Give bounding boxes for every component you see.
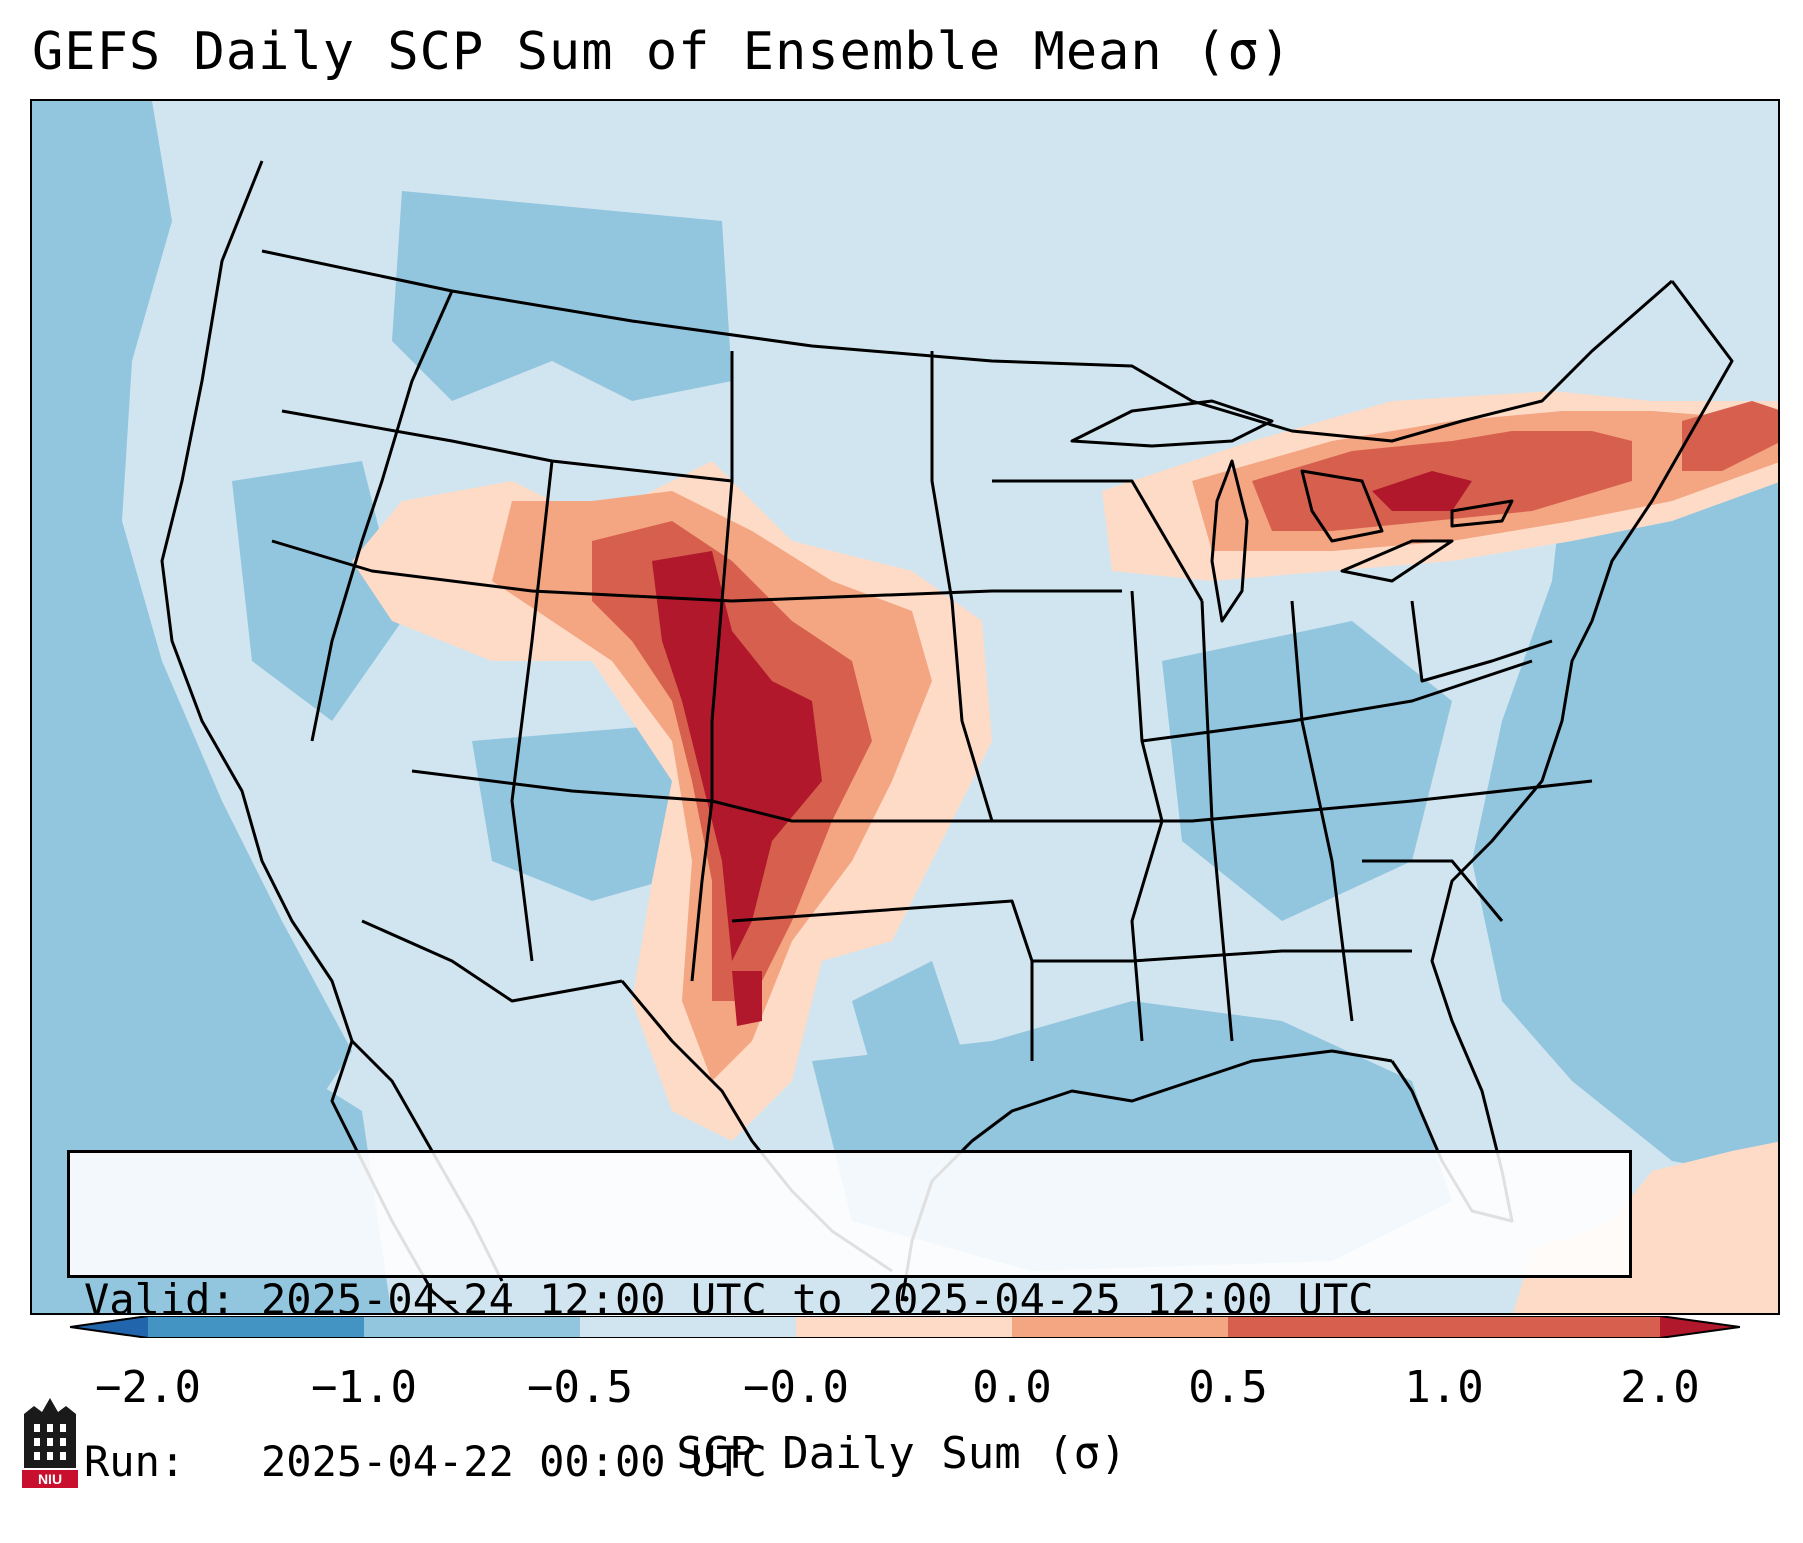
state-line-4 (310, 290, 454, 742)
state-line-5 (271, 539, 733, 603)
interior-blue-1 (392, 191, 732, 401)
map-panel (30, 99, 1780, 1315)
state-line-14 (1362, 859, 1504, 922)
colorbar-tick-label: 2.0 (1620, 1362, 1700, 1413)
lake-erie (1340, 539, 1454, 583)
colorbar-tick-label: −2.0 (95, 1362, 201, 1413)
colorbar-tick-label: 0.5 (1188, 1362, 1268, 1413)
colorbar-segment (1444, 1316, 1660, 1338)
state-line-10 (731, 899, 1034, 1061)
state-line-17 (992, 479, 1204, 602)
colorbar-label: SCP Daily Sum (σ) (676, 1428, 1127, 1479)
interior-blue-3 (1162, 621, 1452, 921)
state-line-11 (1130, 590, 1164, 1042)
chart-title: GEFS Daily SCP Sum of Ensemble Mean (σ) (32, 22, 1292, 82)
pacific-shading (32, 101, 352, 1181)
state-line-8 (731, 589, 1122, 603)
interior-blue-4 (232, 461, 402, 721)
colorbar (70, 1316, 1740, 1338)
colorbar-extend-low (70, 1316, 148, 1338)
colorbar-tick-label: 1.0 (1404, 1362, 1484, 1413)
state-line-12 (1200, 600, 1234, 1042)
state-line-9 (992, 779, 1593, 823)
state-line-1 (281, 409, 733, 483)
colorbar-extend-high (1660, 1316, 1740, 1338)
state-line-2 (690, 351, 734, 982)
valid-run-info-box: Valid: 2025-04-24 12:00 UTC to 2025-04-2… (67, 1150, 1632, 1486)
colorbar-segment (796, 1316, 1012, 1338)
state-line-16 (1410, 600, 1553, 683)
atlantic-shading (1472, 401, 1778, 1181)
colorbar-segment (1012, 1316, 1228, 1338)
run-time-line: Run: 2025-04-22 00:00 UTC (84, 1437, 767, 1486)
state-line-3 (930, 351, 994, 822)
state-line-7 (510, 460, 554, 962)
colorbar-tick-label: −0.0 (743, 1362, 849, 1413)
state-line-15 (1141, 659, 1533, 743)
northeast-anomaly (1102, 391, 1778, 581)
state-line-18 (1032, 949, 1412, 963)
colorbar-segment (364, 1316, 580, 1338)
colorbar-segment (148, 1316, 364, 1338)
canada-border (261, 249, 1673, 443)
state-line-13 (1290, 600, 1354, 1022)
lake-huron (1300, 469, 1384, 543)
colorbar-tick-label: 0.0 (972, 1362, 1052, 1413)
state-line-6 (411, 769, 992, 823)
colorbar-tick-label: −1.0 (311, 1362, 417, 1413)
lake-superior (1070, 399, 1274, 448)
colorbar-segment (580, 1316, 796, 1338)
scp-map (32, 101, 1778, 1313)
niu-logo: NIU (22, 1398, 78, 1488)
niu-logo-text: NIU (38, 1471, 62, 1487)
mexico-border (361, 919, 623, 1003)
colorbar-tick-label: −0.5 (527, 1362, 633, 1413)
interior-blue-5 (852, 961, 972, 1141)
colorbar-segment (1228, 1316, 1444, 1338)
lake-ontario (1450, 499, 1514, 528)
lake-michigan (1210, 459, 1249, 623)
